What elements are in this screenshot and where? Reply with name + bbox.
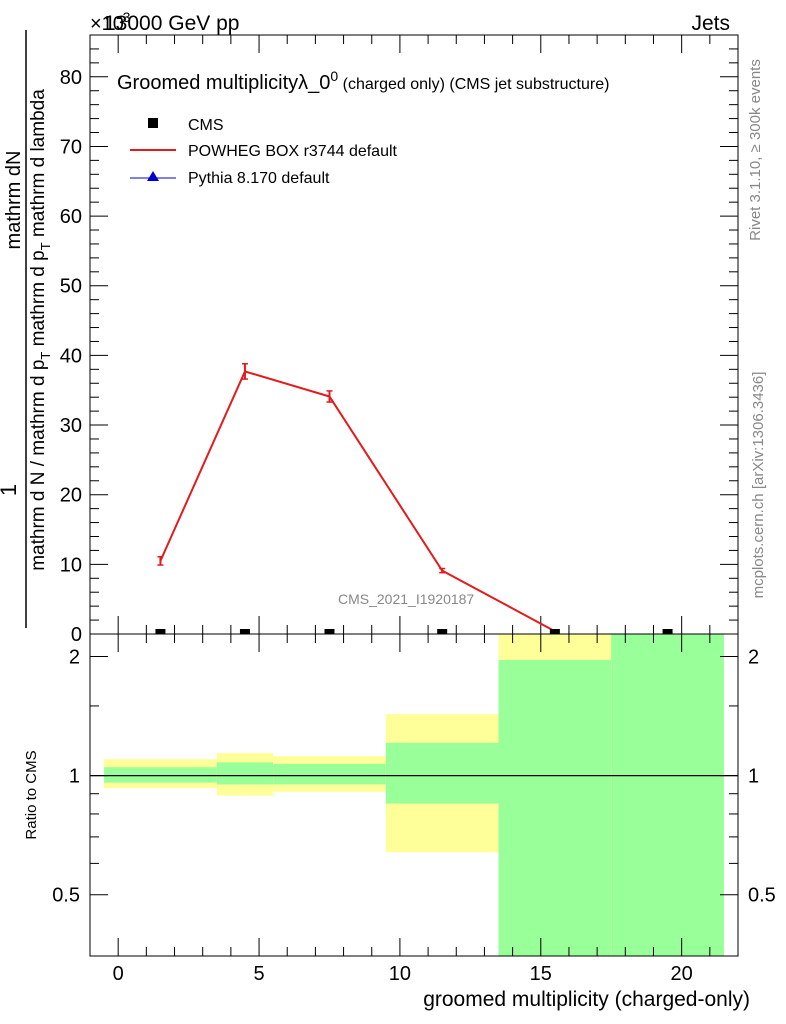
legend-cms-marker [148,118,158,128]
y-tick-label-0: 0 [71,624,82,646]
process-label: Jets [691,12,730,35]
ratio-y-tick-label: 0.5 [52,885,80,907]
x-tick-label-0: 0 [113,963,124,985]
ratio-y-tick-label-right: 0.5 [748,885,776,907]
ratio-plot-frame [89,633,739,957]
main-plot-marks: 10 20 30 40 50 60 70 80 0 [60,35,738,646]
ratio-green-band-4 [498,659,612,956]
cms-point [549,629,560,634]
ratio-bands [104,634,724,956]
x-tick-label-5: 5 [253,963,264,985]
ylabel-denominator: mathrm d N / mathrm d pT mathrm d pT mat… [28,89,53,571]
cms-point [155,629,166,634]
mcplots-label: mcplots.cern.ch [arXiv:1306.3436] [750,372,767,599]
ratio-green-band-0 [104,767,217,783]
legend: CMS POWHEG BOX r3744 default Pythia 8.17… [130,117,398,187]
exponent-prefix: ×10 [90,13,124,35]
y-tick-label-40: 40 [60,345,82,367]
title-main: Groomed multiplicityλ_0 [117,72,330,94]
ratio-green-band-3 [385,742,499,804]
cms-point [437,629,448,634]
ratio-green-band-1 [216,762,274,785]
y-tick-label-20: 20 [60,485,82,507]
cms-point [662,629,673,634]
ylabel-one: 1 [0,484,21,496]
main-y-axis-label: 1 mathrm dN mathrm d N / mathrm d pT mat… [0,30,53,628]
y-tick-label-60: 60 [60,206,82,228]
energy-label: 13000 GeV pp [104,12,239,35]
exponent-power: -3 [118,9,131,25]
ratio-green-band-2 [273,763,386,785]
rivet-version-label: Rivet 3.1.10, ≥ 300k events [747,59,764,241]
legend-powheg-label: POWHEG BOX r3744 default [188,143,398,160]
ratio-green-band-5 [611,634,724,956]
legend-pythia-label: Pythia 8.170 default [188,170,330,187]
cms-point [324,629,335,634]
x-axis-label: groomed multiplicity (charged-only) [423,988,750,1011]
ratio-y-tick-label-right: 2 [748,647,759,669]
y-tick-label-70: 70 [60,136,82,158]
cms-point [239,629,250,634]
x-tick-label-20: 20 [671,963,693,985]
ratio-y-axis-label: Ratio to CMS [23,750,40,839]
y-tick-label-30: 30 [60,415,82,437]
plot-title: Groomed multiplicityλ_00 (charged only) … [117,68,609,94]
title-tail: (charged only) (CMS jet substructure) [338,76,609,93]
y-tick-label-50: 50 [60,276,82,298]
x-tick-label-10: 10 [389,963,411,985]
ratio-y-tick-label: 1 [69,766,80,788]
ylabel-numerator: mathrm dN [3,151,25,250]
title-superscript: 0 [330,68,338,84]
legend-pythia-marker [147,171,159,181]
y-tick-label-80: 80 [60,67,82,89]
analysis-watermark: CMS_2021_I1920187 [338,591,474,607]
ratio-y-tick-label-right: 1 [748,766,759,788]
x-tick-label-15: 15 [530,963,552,985]
ratio-plot-marks: 0 5 10 15 20 0.5 0.5 1 1 2 2 [52,634,776,985]
ratio-y-tick-label: 2 [69,647,80,669]
y-tick-label-10: 10 [60,554,82,576]
legend-cms-label: CMS [188,117,224,134]
